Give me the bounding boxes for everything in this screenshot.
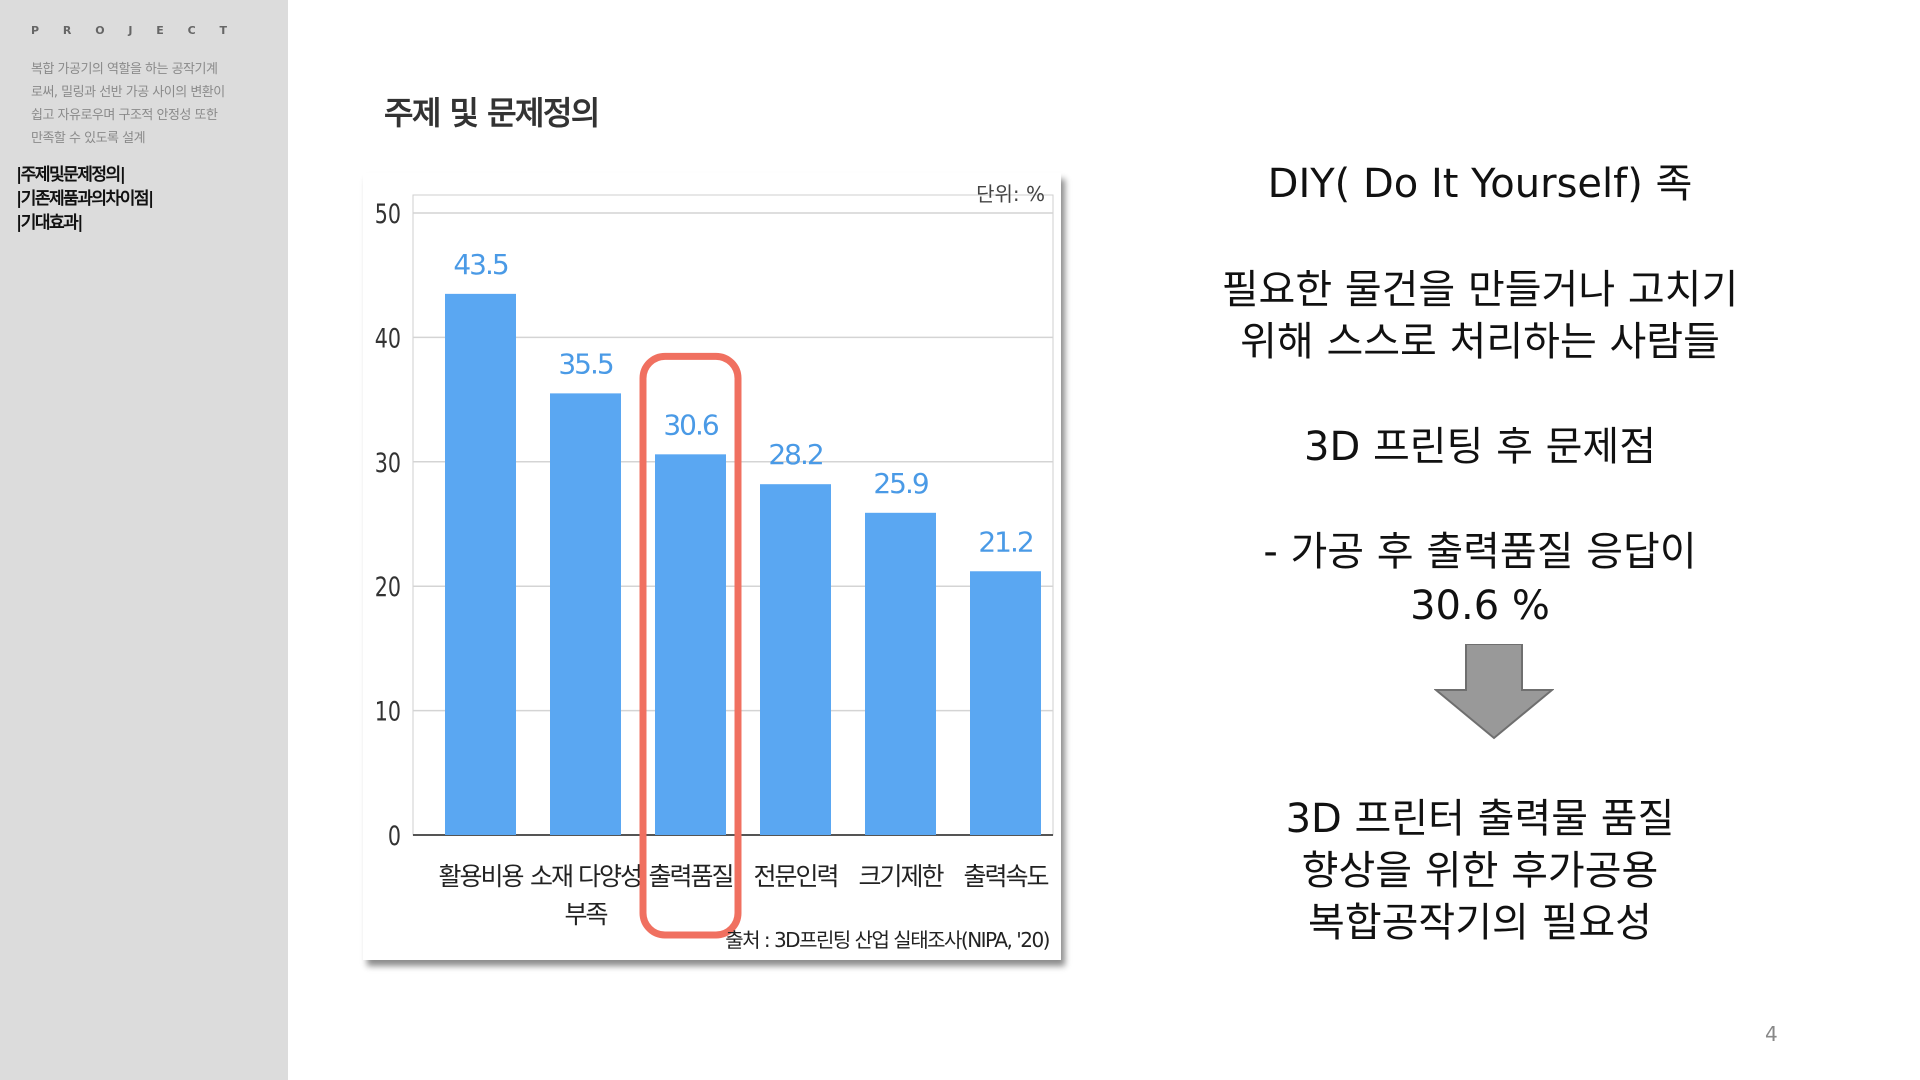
unit-label: 단위: % [976, 182, 1045, 206]
bar [550, 393, 621, 835]
conclusion-line1: 3D 프린터 출력물 품질 [1285, 796, 1675, 842]
sidebar-description-line: 만족할 수 있도록 설계 [31, 131, 146, 146]
bar [655, 454, 726, 835]
x-category-label: 부족 [564, 900, 607, 929]
x-category-label: 전문인력 [753, 862, 837, 891]
problem-detail-line1: - 가공 후 출력품질 응답이 [1263, 529, 1697, 575]
diy-definition-line2: 위해 스스로 처리하는 사람들 [1240, 319, 1720, 365]
conclusion-line3: 복합공작기의 필요성 [1308, 900, 1652, 946]
bar [865, 512, 936, 835]
source-note: 출처 : 3D프린팅 산업 실태조사(NIPA, '20) [725, 928, 1049, 952]
x-category-label: 출력속도 [963, 862, 1048, 891]
y-tick-label: 50 [375, 198, 401, 229]
bar [445, 293, 516, 835]
sidebar-section-label: P R O J E C T [31, 24, 238, 37]
x-category-label: 출력품질 [648, 862, 732, 891]
y-tick-label: 10 [375, 696, 401, 727]
diy-heading: DIY( Do It Yourself) 족 [1267, 161, 1693, 207]
sidebar-description-line: 로써, 밀링과 선반 가공 사이의 변환이 [31, 85, 225, 100]
x-category-label: 활용비용 [438, 862, 523, 891]
nav-item-expected-effects[interactable]: |기대효과| [16, 213, 83, 233]
bar-value-label: 35.5 [558, 347, 613, 380]
y-tick-label: 30 [375, 447, 401, 478]
highlight-box [639, 352, 742, 939]
sidebar-description-line: 쉽고 자유로우며 구조적 안정성 또한 [31, 108, 218, 123]
problem-detail-value: 30.6 % [1410, 583, 1550, 629]
page-number: 4 [1765, 1022, 1778, 1046]
y-tick-label: 20 [375, 571, 401, 602]
diy-definition-line1: 필요한 물건을 만들거나 고치기 [1221, 267, 1739, 313]
sidebar: P R O J E C T 복합 가공기의 역할을 하는 공작기계 로써, 밀링… [0, 0, 288, 1080]
bar-value-label: 21.2 [978, 525, 1033, 558]
bar [760, 484, 831, 835]
y-tick-label: 40 [375, 323, 401, 354]
x-category-label: 크기제한 [858, 862, 944, 891]
sidebar-nav: |주제및문제정의| |기존제품과의차이점| |기대효과| [16, 163, 154, 235]
bar [970, 571, 1041, 835]
x-category-label: 소재 다양성 [530, 862, 641, 891]
bar-value-label: 30.6 [663, 408, 719, 441]
down-arrow-icon [1434, 644, 1554, 740]
bar-value-label: 25.9 [873, 467, 928, 500]
y-tick-label: 0 [388, 820, 401, 851]
bar-value-label: 28.2 [768, 438, 823, 471]
bar-value-label: 43.5 [453, 248, 508, 281]
nav-item-differences[interactable]: |기존제품과의차이점| [16, 189, 154, 209]
problem-heading: 3D 프린팅 후 문제점 [1304, 424, 1656, 470]
conclusion-line2: 향상을 위한 후가공용 [1301, 848, 1659, 894]
nav-item-problem-definition[interactable]: |주제및문제정의| [16, 165, 126, 185]
slide-title: 주제 및 문제정의 [384, 94, 600, 132]
sidebar-description: 복합 가공기의 역할을 하는 공작기계 로써, 밀링과 선반 가공 사이의 변환… [31, 58, 271, 150]
sidebar-description-line: 복합 가공기의 역할을 하는 공작기계 [31, 62, 218, 77]
